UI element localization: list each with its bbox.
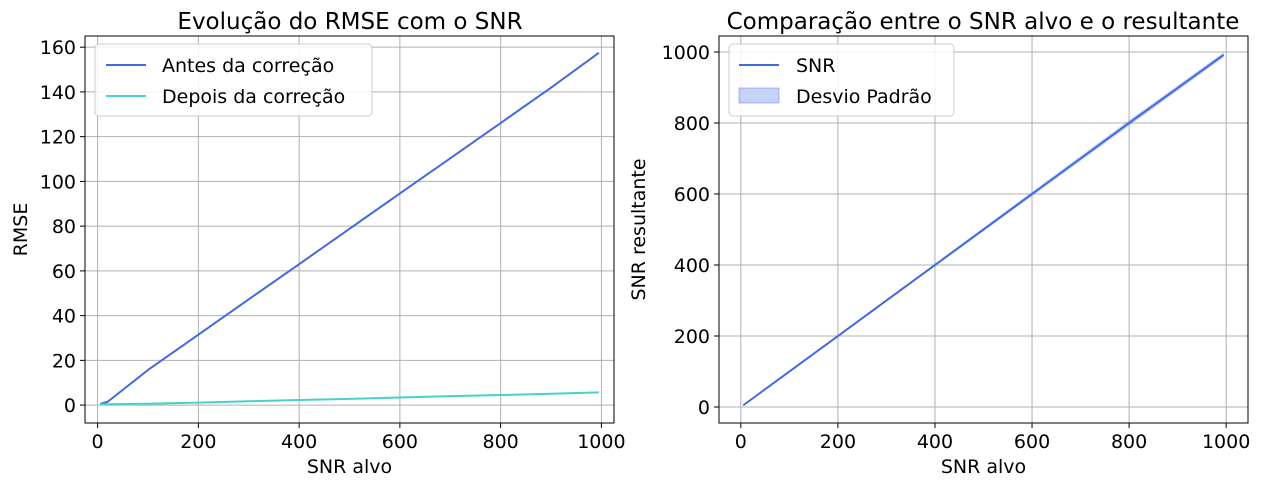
- x-tick-label: 800: [483, 431, 519, 453]
- y-tick-label: 800: [674, 113, 710, 135]
- legend-label-depois: Depois da correção: [162, 86, 345, 108]
- y-tick-label: 0: [64, 395, 76, 417]
- x-tick-label: 400: [917, 431, 953, 453]
- y-tick-label: 0: [698, 397, 710, 419]
- x-tick-label: 800: [1111, 431, 1147, 453]
- legend: Antes da correção Depois da correção: [94, 43, 373, 117]
- y-tick-label: 60: [52, 261, 76, 283]
- legend-box: [94, 43, 373, 117]
- x-axis-label: SNR alvo: [941, 456, 1026, 478]
- y-axis-label: RMSE: [10, 203, 32, 257]
- x-tick-label: 0: [92, 431, 104, 453]
- y-tick-label: 1000: [662, 42, 710, 64]
- y-tick-label: 160: [40, 37, 76, 59]
- x-tick-label: 600: [1014, 431, 1050, 453]
- x-tick-label: 400: [281, 431, 317, 453]
- y-tick-label: 80: [52, 216, 76, 238]
- y-tick-label: 140: [40, 82, 76, 104]
- chart-title: Evolução do RMSE com o SNR: [177, 9, 522, 35]
- x-tick-label: 200: [820, 431, 856, 453]
- plot-frame: [718, 35, 1249, 424]
- series-line-snr: [742, 54, 1225, 407]
- y-tick-label: 40: [52, 306, 76, 328]
- plot-frame: [84, 35, 615, 424]
- series-layer: [742, 54, 1225, 407]
- legend-label-snr: SNR: [796, 55, 835, 77]
- x-tick-label: 1000: [577, 431, 625, 453]
- y-tick-label: 120: [40, 127, 76, 149]
- y-tick-label: 200: [674, 326, 710, 348]
- legend: SNR Desvio Padrão: [728, 43, 955, 117]
- legend-label-antes: Antes da correção: [162, 55, 334, 77]
- y-tick-label: 20: [52, 350, 76, 372]
- series-line-depois-da-correcao: [100, 391, 599, 406]
- series-layer: [99, 51, 600, 406]
- legend-box: [728, 43, 955, 117]
- legend-swatch-desvio: [738, 87, 780, 104]
- y-tick-label: 400: [674, 255, 710, 277]
- snr-comparison-chart: Comparação entre o SNR alvo e o resultan…: [628, 9, 1250, 478]
- y-axis-label: SNR resultante: [628, 158, 650, 300]
- tick-layer: 0 200 400 600 800 1000 0 200 400 600 800 1000: [662, 42, 1251, 453]
- x-tick-label: 0: [735, 431, 747, 453]
- legend-label-desvio: Desvio Padrão: [796, 86, 932, 108]
- chart-title: Comparação entre o SNR alvo e o resultan…: [727, 9, 1240, 35]
- x-tick-label: 1000: [1202, 431, 1250, 453]
- y-tick-label: 100: [40, 171, 76, 193]
- x-tick-label: 600: [382, 431, 418, 453]
- y-tick-label: 600: [674, 184, 710, 206]
- tick-layer: 0 200 400 600 800 1000 0 20 40 60 80 100 120 140 160: [40, 37, 626, 453]
- x-axis-label: SNR alvo: [307, 456, 392, 478]
- series-line-antes-da-correcao: [99, 51, 600, 405]
- rmse-chart: Evolução do RMSE com o SNR 0 200 400 600 800…: [10, 9, 626, 478]
- x-tick-label: 200: [180, 431, 216, 453]
